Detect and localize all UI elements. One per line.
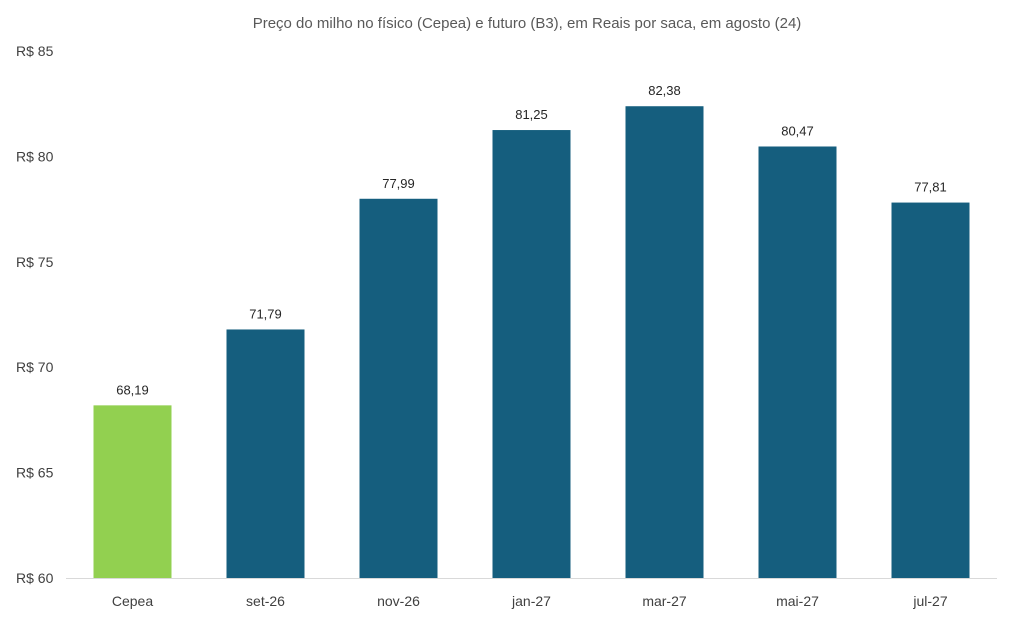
data-label: 80,47 <box>781 123 814 138</box>
x-tick-label: jul-27 <box>912 593 947 609</box>
y-tick-label: R$ 60 <box>16 570 54 586</box>
bars <box>93 106 970 579</box>
data-labels: 68,19 71,79 77,99 81,25 82,38 80,47 77,81 <box>116 83 947 397</box>
data-label: 71,79 <box>249 306 282 321</box>
x-tick-label: jan-27 <box>511 593 551 609</box>
x-tick-label: mai-27 <box>776 593 819 609</box>
x-tick-label: mar-27 <box>642 593 687 609</box>
y-axis: R$ 60 R$ 65 R$ 70 R$ 75 R$ 80 R$ 85 <box>16 43 54 586</box>
bar-nov-26 <box>359 198 438 578</box>
bar-mar-27 <box>625 106 704 578</box>
data-label: 77,99 <box>382 176 415 191</box>
data-label: 81,25 <box>515 107 548 122</box>
y-tick-label: R$ 70 <box>16 359 54 375</box>
y-tick-label: R$ 85 <box>16 43 54 59</box>
y-tick-label: R$ 80 <box>16 148 54 164</box>
x-tick-label: nov-26 <box>377 593 420 609</box>
x-tick-label: Cepea <box>112 593 153 609</box>
x-axis: Cepea set-26 nov-26 jan-27 mar-27 mai-27 jul-2… <box>112 593 948 609</box>
x-tick-label: set-26 <box>246 593 285 609</box>
data-label: 68,19 <box>116 382 149 397</box>
y-tick-label: R$ 65 <box>16 465 54 481</box>
y-tick-label: R$ 75 <box>16 254 54 270</box>
bar-mai-27 <box>758 146 837 578</box>
bar-jul-27 <box>891 202 970 579</box>
chart-title: Preço do milho no físico (Cepea) e futur… <box>253 15 802 32</box>
bar-jan-27 <box>492 130 571 579</box>
bar-set-26 <box>226 329 305 578</box>
data-label: 82,38 <box>648 83 681 98</box>
bar-cepea <box>93 405 172 578</box>
data-label: 77,81 <box>914 180 947 195</box>
